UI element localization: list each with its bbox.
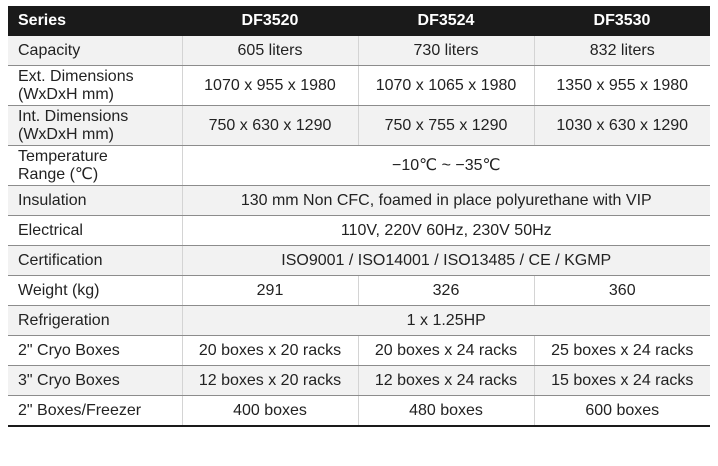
row-label: Temperature Range (℃) bbox=[8, 145, 182, 186]
cell-value: 360 bbox=[533, 275, 710, 306]
row-label-line-2: (WxDxH mm) bbox=[18, 85, 114, 103]
cell-value-span: 110V, 220V 60Hz, 230V 50Hz bbox=[181, 215, 710, 246]
cell-value: 15 boxes x 24 racks bbox=[533, 365, 710, 396]
row-ext-dimensions: Ext. Dimensions (WxDxH mm) 1070 x 955 x 1… bbox=[8, 65, 710, 106]
row-label: Ext. Dimensions (WxDxH mm) bbox=[8, 65, 182, 106]
header-model-1: DF3520 bbox=[182, 6, 358, 36]
table-body: Capacity 605 liters 730 liters 832 liter… bbox=[8, 36, 710, 427]
cell-value: 20 boxes x 20 racks bbox=[181, 335, 358, 366]
row-label-line-2: Range (℃) bbox=[18, 165, 99, 183]
cell-value: 1070 x 955 x 1980 bbox=[181, 65, 358, 106]
header-row: Series DF3520 DF3524 DF3530 bbox=[8, 6, 710, 36]
row-label: Refrigeration bbox=[8, 305, 182, 336]
row-int-dimensions: Int. Dimensions (WxDxH mm) 750 x 630 x 12… bbox=[8, 105, 710, 146]
row-label: Insulation bbox=[8, 185, 182, 216]
cell-value: 605 liters bbox=[181, 36, 358, 66]
row-label-line-1: Temperature bbox=[18, 147, 108, 165]
cell-value: 326 bbox=[357, 275, 534, 306]
cell-value-span: 130 mm Non CFC, foamed in place polyuret… bbox=[181, 185, 710, 216]
cell-value: 20 boxes x 24 racks bbox=[357, 335, 534, 366]
row-label: 2" Cryo Boxes bbox=[8, 335, 182, 366]
cell-value: 480 boxes bbox=[357, 395, 534, 427]
row-weight: Weight (kg) 291 326 360 bbox=[8, 275, 710, 306]
header-series: Series bbox=[8, 6, 182, 36]
row-label: Weight (kg) bbox=[8, 275, 182, 306]
cell-value: 1030 x 630 x 1290 bbox=[533, 105, 710, 146]
cell-value: 1350 x 955 x 1980 bbox=[533, 65, 710, 106]
row-label-line-2: (WxDxH mm) bbox=[18, 125, 114, 143]
row-temperature: Temperature Range (℃) −10℃ ~ −35℃ bbox=[8, 145, 710, 186]
cell-value: 730 liters bbox=[357, 36, 534, 66]
row-label: Capacity bbox=[8, 36, 182, 66]
header-model-3: DF3530 bbox=[534, 6, 710, 36]
cell-value: 25 boxes x 24 racks bbox=[533, 335, 710, 366]
cell-value: 12 boxes x 24 racks bbox=[357, 365, 534, 396]
cell-value-span: −10℃ ~ −35℃ bbox=[181, 145, 710, 186]
row-capacity: Capacity 605 liters 730 liters 832 liter… bbox=[8, 36, 710, 66]
row-label: Certification bbox=[8, 245, 182, 276]
spec-table: Series DF3520 DF3524 DF3530 Capacity 605… bbox=[8, 6, 710, 427]
cell-value: 12 boxes x 20 racks bbox=[181, 365, 358, 396]
cell-value-span: 1 x 1.25HP bbox=[181, 305, 710, 336]
row-cryo-boxes-2in: 2" Cryo Boxes 20 boxes x 20 racks 20 box… bbox=[8, 335, 710, 366]
cell-value: 400 boxes bbox=[181, 395, 358, 427]
row-label: 3" Cryo Boxes bbox=[8, 365, 182, 396]
cell-value: 600 boxes bbox=[533, 395, 710, 427]
header-model-2: DF3524 bbox=[358, 6, 534, 36]
cell-value: 291 bbox=[181, 275, 358, 306]
row-cryo-boxes-3in: 3" Cryo Boxes 12 boxes x 20 racks 12 box… bbox=[8, 365, 710, 396]
row-certification: Certification ISO9001 / ISO14001 / ISO13… bbox=[8, 245, 710, 276]
row-label: Int. Dimensions (WxDxH mm) bbox=[8, 105, 182, 146]
cell-value: 750 x 630 x 1290 bbox=[181, 105, 358, 146]
row-label: 2" Boxes/Freezer bbox=[8, 395, 182, 427]
cell-value: 1070 x 1065 x 1980 bbox=[357, 65, 534, 106]
cell-value: 750 x 755 x 1290 bbox=[357, 105, 534, 146]
cell-value: 832 liters bbox=[533, 36, 710, 66]
row-insulation: Insulation 130 mm Non CFC, foamed in pla… bbox=[8, 185, 710, 216]
row-electrical: Electrical 110V, 220V 60Hz, 230V 50Hz bbox=[8, 215, 710, 246]
row-label-line-1: Int. Dimensions bbox=[18, 107, 129, 125]
table-header: Series DF3520 DF3524 DF3530 bbox=[8, 6, 710, 36]
row-boxes-per-freezer: 2" Boxes/Freezer 400 boxes 480 boxes 600… bbox=[8, 395, 710, 427]
row-label-line-1: Ext. Dimensions bbox=[18, 67, 134, 85]
row-label: Electrical bbox=[8, 215, 182, 246]
row-refrigeration: Refrigeration 1 x 1.25HP bbox=[8, 305, 710, 336]
cell-value-span: ISO9001 / ISO14001 / ISO13485 / CE / KGM… bbox=[181, 245, 710, 276]
